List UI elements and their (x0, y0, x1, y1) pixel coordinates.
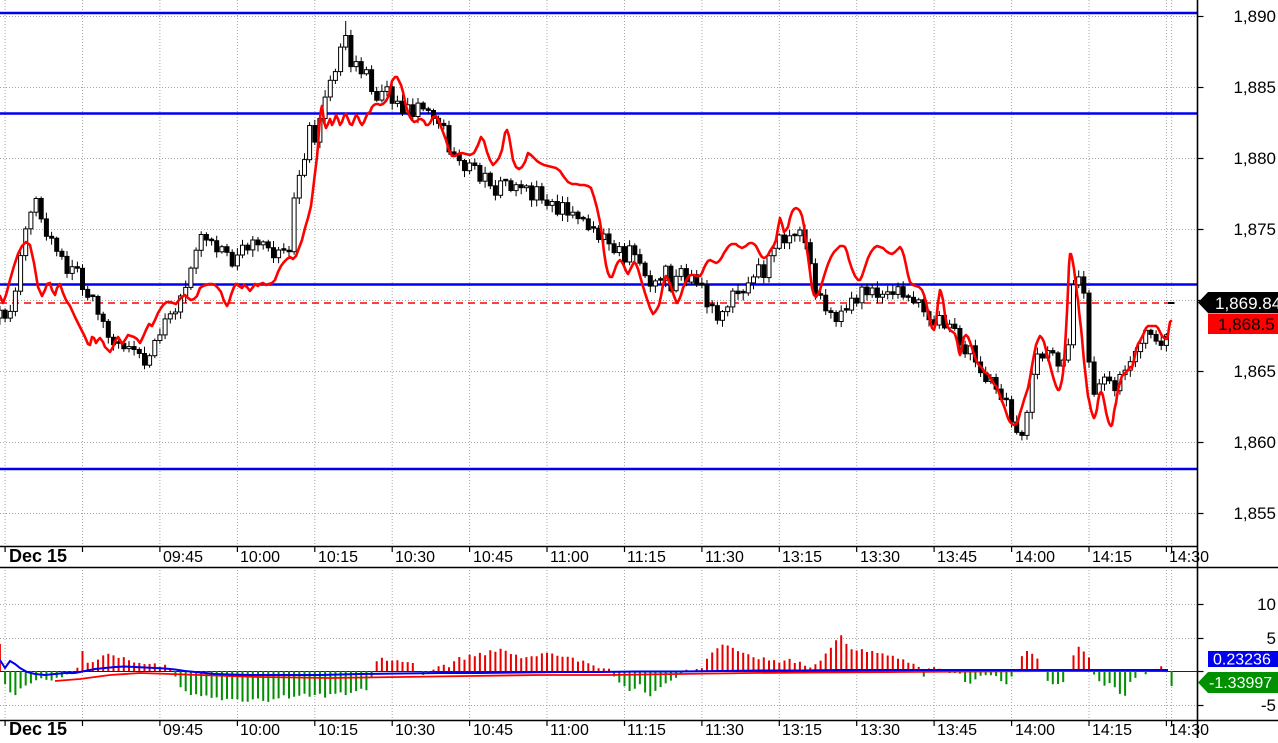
svg-text:10:15: 10:15 (318, 722, 358, 738)
svg-text:11:15: 11:15 (627, 549, 666, 566)
svg-text:1,855: 1,855 (1233, 504, 1276, 523)
svg-text:11:30: 11:30 (705, 549, 744, 566)
svg-text:-1.33997: -1.33997 (1209, 675, 1272, 692)
svg-text:14:30: 14:30 (1169, 549, 1209, 566)
svg-text:Dec 15: Dec 15 (9, 546, 67, 566)
svg-text:13:30: 13:30 (860, 722, 900, 738)
svg-text:13:15: 13:15 (782, 722, 822, 738)
svg-text:09:45: 09:45 (163, 549, 203, 566)
svg-text:11:00: 11:00 (550, 549, 589, 566)
svg-text:1,869.84: 1,869.84 (1215, 294, 1278, 313)
svg-text:13:45: 13:45 (937, 549, 977, 566)
svg-text:11:15: 11:15 (627, 722, 666, 738)
svg-text:14:30: 14:30 (1169, 722, 1209, 738)
svg-text:13:15: 13:15 (782, 549, 822, 566)
svg-text:13:45: 13:45 (937, 722, 977, 738)
svg-text:1,885: 1,885 (1233, 78, 1276, 97)
svg-text:10:45: 10:45 (473, 722, 513, 738)
svg-text:14:15: 14:15 (1092, 722, 1132, 738)
svg-text:0.23236: 0.23236 (1213, 652, 1271, 669)
svg-text:1,860: 1,860 (1233, 433, 1276, 452)
svg-text:10:45: 10:45 (473, 549, 513, 566)
svg-text:11:30: 11:30 (705, 722, 744, 738)
svg-text:1,868.5: 1,868.5 (1218, 315, 1275, 334)
svg-text:1,890: 1,890 (1233, 7, 1276, 26)
svg-text:Dec 15: Dec 15 (9, 719, 67, 738)
svg-text:14:00: 14:00 (1015, 722, 1055, 738)
svg-text:1,880: 1,880 (1233, 149, 1276, 168)
svg-text:-5: -5 (1261, 696, 1276, 715)
svg-text:1,875: 1,875 (1233, 220, 1276, 239)
svg-text:14:00: 14:00 (1015, 549, 1055, 566)
svg-text:1,865: 1,865 (1233, 362, 1276, 381)
svg-text:13:30: 13:30 (860, 549, 900, 566)
svg-text:10:15: 10:15 (318, 549, 358, 566)
svg-text:14:15: 14:15 (1092, 549, 1132, 566)
svg-text:10:30: 10:30 (395, 549, 435, 566)
svg-text:11:00: 11:00 (550, 722, 589, 738)
svg-text:10:00: 10:00 (240, 549, 280, 566)
svg-text:5: 5 (1267, 629, 1276, 648)
svg-text:10:00: 10:00 (240, 722, 280, 738)
svg-text:09:45: 09:45 (163, 722, 203, 738)
svg-text:10: 10 (1257, 595, 1276, 614)
svg-text:10:30: 10:30 (395, 722, 435, 738)
